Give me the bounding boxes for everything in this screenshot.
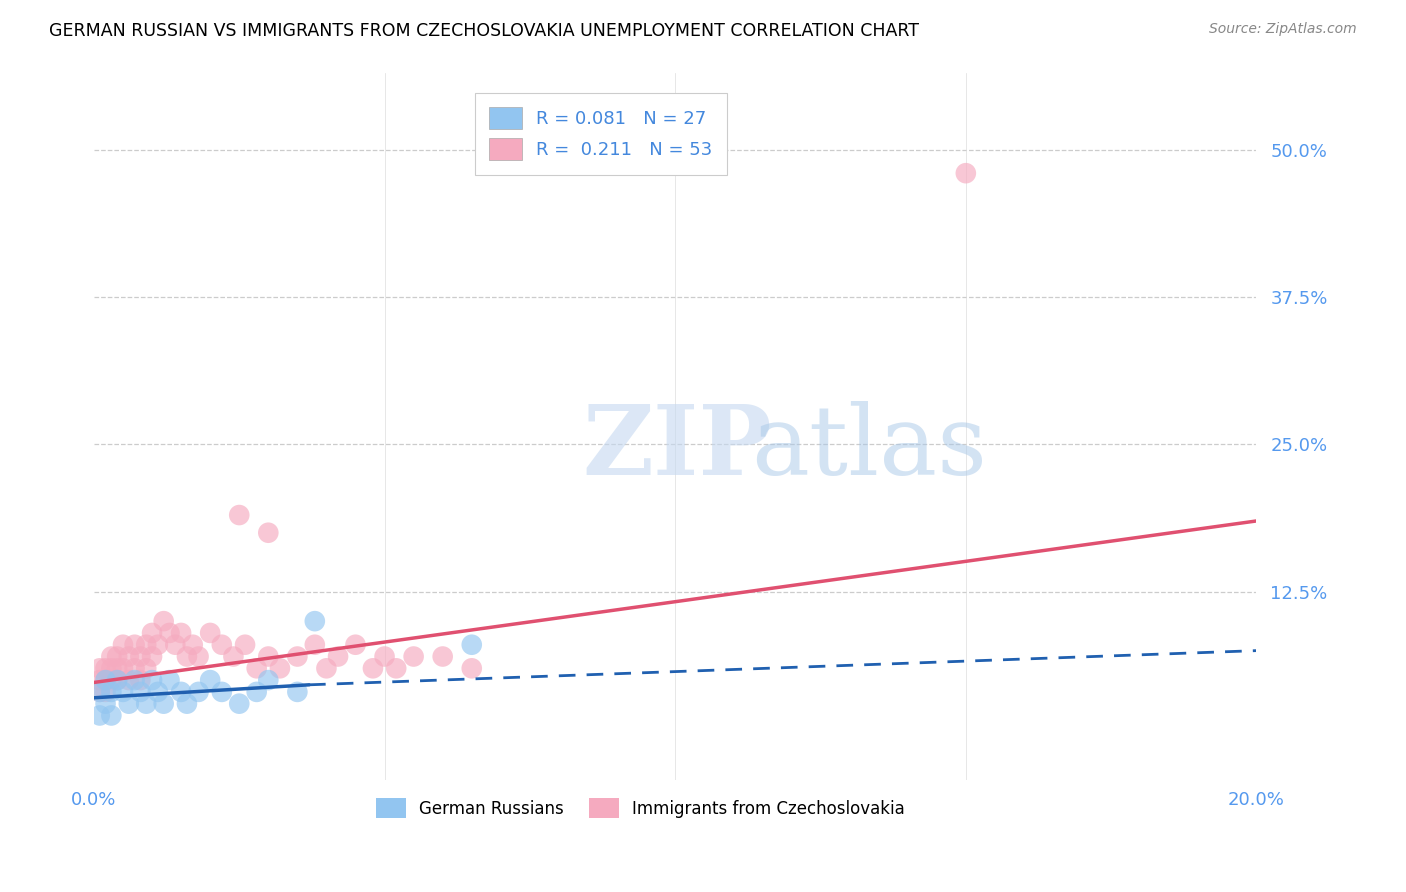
Point — [344, 638, 367, 652]
Point — [111, 638, 134, 652]
Point — [105, 673, 128, 687]
Point — [287, 649, 309, 664]
Text: Source: ZipAtlas.com: Source: ZipAtlas.com — [1209, 22, 1357, 37]
Point — [315, 661, 337, 675]
Point — [152, 614, 174, 628]
Point — [124, 673, 146, 687]
Point — [94, 673, 117, 687]
Point — [461, 638, 484, 652]
Text: GERMAN RUSSIAN VS IMMIGRANTS FROM CZECHOSLOVAKIA UNEMPLOYMENT CORRELATION CHART: GERMAN RUSSIAN VS IMMIGRANTS FROM CZECHO… — [49, 22, 920, 40]
Point — [100, 661, 122, 675]
Point — [152, 697, 174, 711]
Point — [432, 649, 454, 664]
Point — [222, 649, 245, 664]
Point — [287, 685, 309, 699]
Point — [402, 649, 425, 664]
Point — [187, 649, 209, 664]
Point — [211, 685, 233, 699]
Point — [111, 685, 134, 699]
Point — [100, 685, 122, 699]
Point — [146, 685, 169, 699]
Point — [170, 685, 193, 699]
Point — [228, 508, 250, 522]
Point — [105, 661, 128, 675]
Point — [374, 649, 396, 664]
Point — [198, 673, 221, 687]
Point — [181, 638, 204, 652]
Point — [124, 638, 146, 652]
Point — [89, 673, 111, 687]
Point — [304, 614, 326, 628]
Point — [361, 661, 384, 675]
Point — [124, 661, 146, 675]
Point — [105, 649, 128, 664]
Point — [228, 697, 250, 711]
Point — [135, 661, 157, 675]
Text: ZIP: ZIP — [582, 401, 772, 495]
Point — [257, 525, 280, 540]
Point — [304, 638, 326, 652]
Point — [165, 638, 187, 652]
Point — [146, 638, 169, 652]
Point — [100, 673, 122, 687]
Point — [246, 661, 269, 675]
Point — [111, 661, 134, 675]
Point — [159, 673, 181, 687]
Point — [129, 685, 152, 699]
Point — [233, 638, 256, 652]
Point — [955, 166, 977, 180]
Point — [257, 673, 280, 687]
Point — [170, 626, 193, 640]
Point — [89, 685, 111, 699]
Point — [135, 638, 157, 652]
Point — [141, 649, 163, 664]
Point — [211, 638, 233, 652]
Point — [94, 685, 117, 699]
Point — [176, 649, 198, 664]
Point — [187, 685, 209, 699]
Point — [269, 661, 291, 675]
Point — [89, 661, 111, 675]
Point — [461, 661, 484, 675]
Point — [105, 673, 128, 687]
Point — [141, 673, 163, 687]
Point — [135, 697, 157, 711]
Point — [94, 661, 117, 675]
Point — [385, 661, 408, 675]
Point — [118, 697, 141, 711]
Point — [118, 673, 141, 687]
Point — [89, 685, 111, 699]
Point — [89, 708, 111, 723]
Point — [129, 649, 152, 664]
Text: atlas: atlas — [751, 401, 987, 495]
Point — [100, 708, 122, 723]
Point — [159, 626, 181, 640]
Point — [198, 626, 221, 640]
Legend: German Russians, Immigrants from Czechoslovakia: German Russians, Immigrants from Czechos… — [368, 791, 911, 825]
Point — [100, 649, 122, 664]
Point — [94, 697, 117, 711]
Point — [129, 673, 152, 687]
Point — [176, 697, 198, 711]
Point — [141, 626, 163, 640]
Point — [257, 649, 280, 664]
Point — [94, 673, 117, 687]
Point — [246, 685, 269, 699]
Point — [326, 649, 349, 664]
Point — [118, 649, 141, 664]
